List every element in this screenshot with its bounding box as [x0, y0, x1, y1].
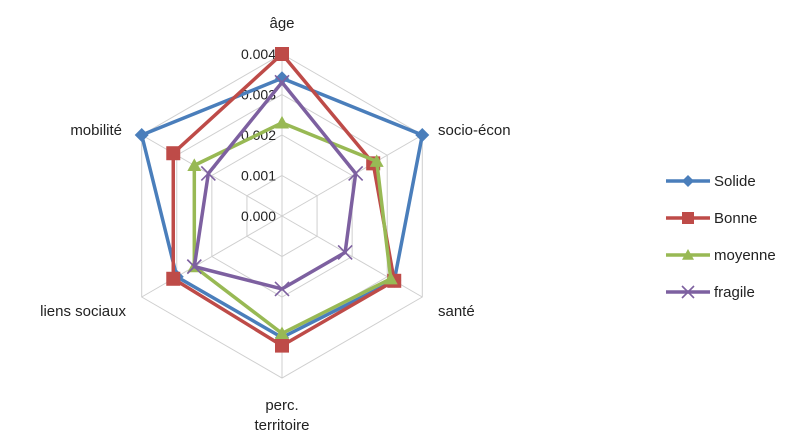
data-point-bonne-4 — [166, 271, 181, 286]
legend-marker — [682, 212, 694, 224]
data-point-moyenne-3 — [275, 326, 289, 340]
data-point-fragile-2 — [337, 244, 353, 261]
axis-label-0: âge — [269, 15, 294, 32]
radar-spokes — [141, 54, 423, 378]
data-point-solide-5 — [134, 128, 149, 142]
data-point-moyenne-1 — [369, 154, 384, 167]
data-point-moyenne-0 — [275, 115, 289, 129]
axis-labels: âge socio-écon santé perc. territoire liens s… — [40, 15, 510, 434]
legend: Solide Bonne moyenne fragile — [666, 173, 776, 301]
data-point-fragile-1 — [348, 165, 364, 182]
legend-marker — [681, 285, 695, 299]
axis-label-2: santé — [438, 303, 475, 320]
tick-label: 0.001 — [241, 168, 276, 184]
legend-item-moyenne: moyenne — [666, 247, 776, 264]
series-layer — [134, 47, 430, 353]
legend-marker — [682, 175, 694, 187]
data-point-fragile-3 — [274, 281, 290, 297]
data-point-moyenne-5 — [187, 158, 202, 171]
legend-item-fragile: fragile — [666, 284, 755, 301]
legend-marker — [682, 249, 694, 260]
data-point-solide-1 — [415, 128, 430, 142]
spoke-4 — [141, 215, 283, 298]
data-point-bonne-0 — [275, 47, 289, 61]
legend-label: moyenne — [714, 247, 776, 264]
spoke-1 — [281, 134, 423, 217]
legend-item-bonne: Bonne — [666, 210, 757, 227]
spoke-5 — [141, 134, 283, 217]
data-point-moyenne-2 — [383, 271, 398, 285]
axis-label-3: perc. territoire — [254, 397, 309, 434]
axis-label-4: liens sociaux — [40, 303, 126, 320]
data-point-bonne-5 — [166, 146, 181, 161]
series-bonne — [166, 47, 402, 353]
tick-label: 0.000 — [241, 208, 276, 224]
data-point-solide-0 — [275, 71, 289, 86]
axis-label-1: socio-écon — [438, 122, 511, 139]
data-point-fragile-0 — [274, 74, 290, 90]
series-fragile — [186, 74, 364, 297]
legend-label: fragile — [714, 284, 755, 301]
data-point-fragile-5 — [200, 165, 216, 182]
legend-label: Bonne — [714, 210, 757, 227]
data-point-bonne-3 — [275, 338, 289, 353]
legend-item-solide: Solide — [666, 173, 756, 190]
axis-label-5: mobilité — [70, 122, 122, 139]
legend-label: Solide — [714, 173, 756, 190]
data-point-fragile-4 — [186, 259, 202, 275]
tick-label: 0.004 — [241, 46, 276, 62]
